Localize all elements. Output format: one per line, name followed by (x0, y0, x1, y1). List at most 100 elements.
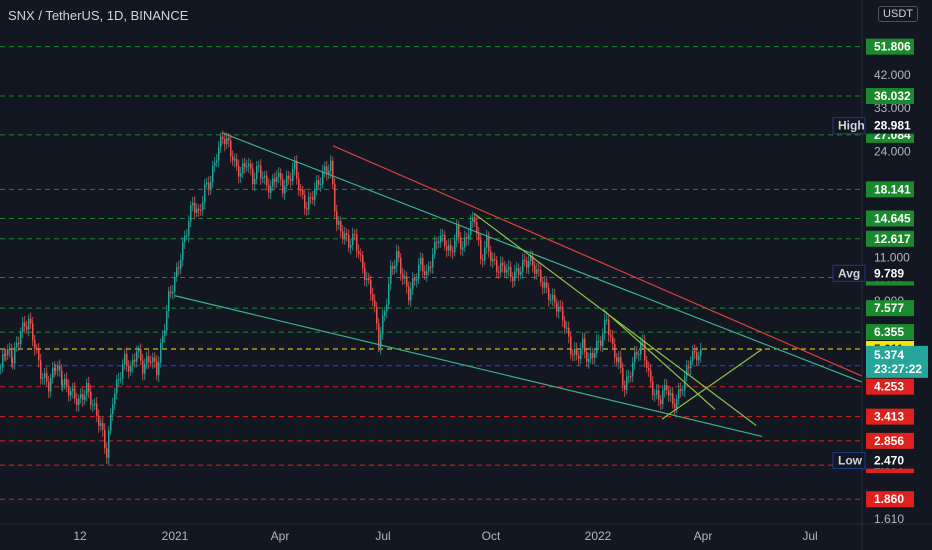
candle-body (12, 362, 14, 364)
candle-body (388, 283, 390, 305)
candle-body (354, 233, 356, 235)
candle-body (140, 349, 142, 361)
candle-body (202, 202, 204, 211)
candle-body (86, 383, 88, 396)
candle-body (102, 422, 104, 430)
candle-body (50, 378, 52, 392)
candle-body (350, 245, 352, 248)
candle-body (298, 178, 300, 190)
x-tick-label: Oct (482, 529, 501, 543)
candle-body (586, 352, 588, 362)
candle-body (548, 287, 550, 300)
candle-body (692, 350, 694, 361)
candle-body (574, 348, 576, 355)
candle-body (150, 361, 152, 363)
candle-body (550, 299, 552, 301)
candle-body (456, 225, 458, 241)
candle-body (490, 251, 492, 262)
price-tag (866, 378, 914, 395)
candle-body (402, 274, 404, 279)
candle-body (480, 239, 482, 260)
candle-body (346, 233, 348, 235)
candle-body (272, 178, 274, 187)
candle-body (252, 168, 254, 185)
candle-body (52, 367, 54, 379)
currency-button[interactable]: USDT (878, 6, 918, 22)
candle-body (690, 360, 692, 369)
candle-body (528, 261, 530, 268)
candle-body (122, 364, 124, 379)
price-tag (866, 491, 914, 508)
candle-body (408, 286, 410, 301)
candle-body (284, 186, 286, 194)
candle-body (78, 398, 80, 406)
candle-body (236, 158, 238, 167)
candle-body (338, 221, 340, 225)
trendline-upper-red (332, 145, 863, 377)
candle-body (64, 378, 66, 385)
candle-body (328, 170, 330, 175)
price-tag (866, 210, 914, 227)
candle-body (126, 353, 128, 367)
candle-body (374, 300, 376, 307)
candle-body (454, 240, 456, 253)
candle-body (166, 310, 168, 331)
candle-body (686, 366, 688, 377)
candle-body (636, 352, 638, 355)
candle-body (278, 172, 280, 178)
candle-body (632, 362, 634, 377)
candle-body (194, 202, 196, 213)
price-tag-label: 6.355 (874, 325, 904, 339)
marker-low-value: 2.470 (874, 454, 904, 468)
candle-body (592, 353, 594, 358)
trendline-green-2 (602, 309, 716, 410)
candle-body (192, 202, 194, 206)
candle-body (110, 414, 112, 431)
candle-body (276, 177, 278, 183)
candle-body (214, 162, 216, 166)
price-tag-label: 14.645 (874, 212, 911, 226)
candle-body (524, 260, 526, 262)
marker-high-label: High (838, 119, 865, 133)
candle-body (606, 319, 608, 321)
candle-body (434, 241, 436, 255)
candle-body (164, 330, 166, 337)
candle-body (584, 338, 586, 353)
marker-low-label-box (832, 452, 866, 470)
price-tag (866, 324, 914, 341)
candle-body (596, 340, 598, 353)
candle-body (7, 349, 9, 356)
candle-body (672, 393, 674, 404)
candle-body (642, 340, 644, 343)
candle-body (452, 250, 454, 253)
candle-body (262, 177, 264, 179)
candle-body (158, 362, 160, 376)
candle-body (520, 271, 522, 275)
current-price-tag (866, 345, 928, 378)
candle-body (536, 269, 538, 274)
candle-body (356, 234, 358, 251)
candle-body (324, 166, 326, 172)
y-tick-label: 24.000 (874, 144, 911, 158)
candle-body (460, 237, 462, 250)
candle-body (488, 236, 490, 252)
candle-body (554, 294, 556, 303)
candle-body (264, 175, 266, 178)
candle-body (442, 234, 444, 236)
candle-body (500, 262, 502, 273)
candle-body (342, 231, 344, 239)
x-tick-label: 2021 (162, 529, 189, 543)
candle-body (274, 178, 276, 183)
candle-body (130, 365, 132, 372)
candle-body (240, 173, 242, 177)
candle-body (268, 185, 270, 193)
countdown-label: 23:27:22 (874, 362, 922, 376)
candle-body (404, 276, 406, 279)
x-tick-label: Apr (271, 529, 290, 543)
candle-body (448, 245, 450, 251)
candle-body (34, 340, 36, 350)
candle-body (310, 196, 312, 198)
candle-body (304, 194, 306, 209)
candle-body (72, 388, 74, 392)
